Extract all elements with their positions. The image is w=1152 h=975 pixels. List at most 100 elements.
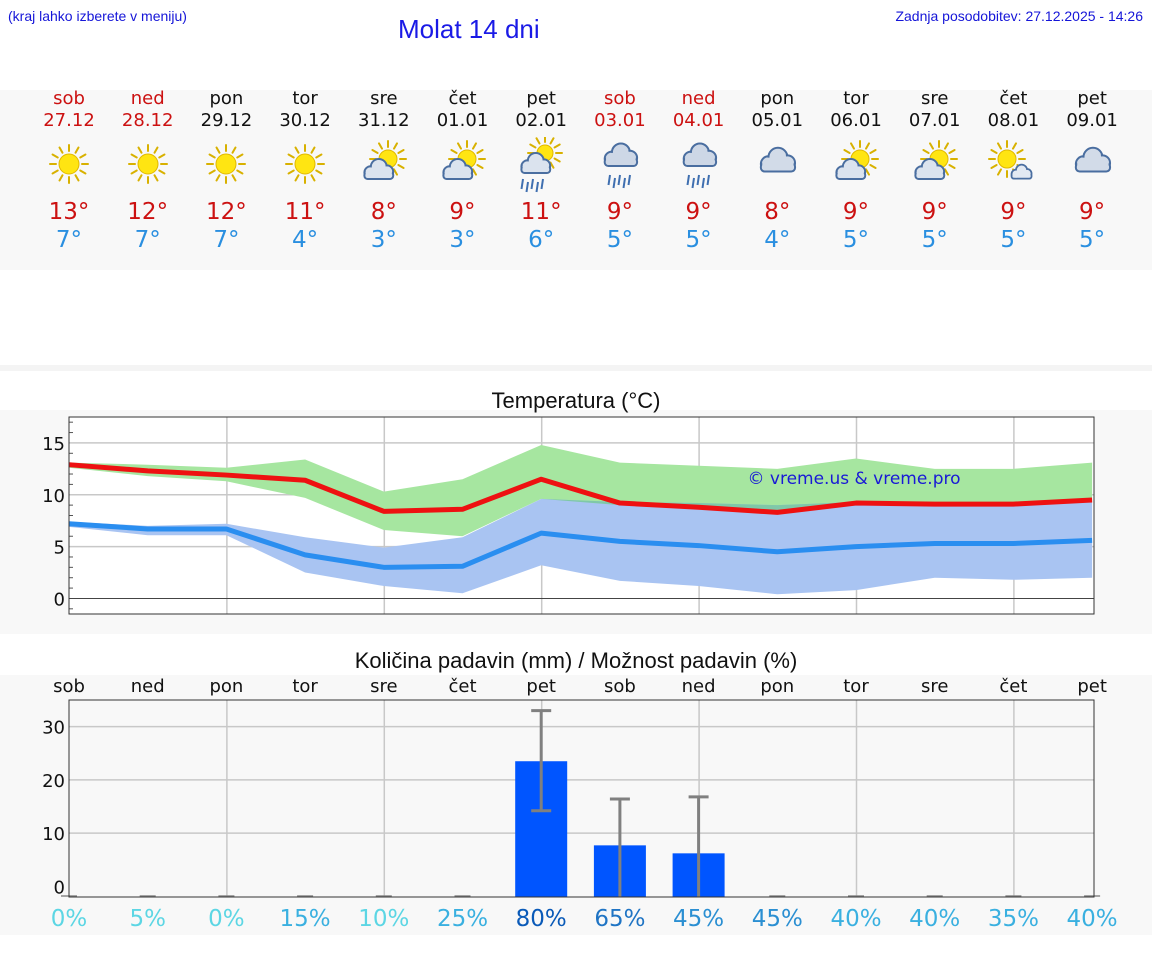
day-name: ned <box>681 88 716 109</box>
sun-icon <box>108 132 188 198</box>
y-tick-label: 15 <box>42 434 65 455</box>
temp-max: 9° <box>842 199 870 225</box>
x-day-label: pon <box>209 676 243 697</box>
y-tick-label: 30 <box>42 718 65 739</box>
temp-max: 9° <box>1000 199 1027 225</box>
day-date: 02.01 <box>515 110 567 131</box>
partly-cloudy-icon <box>363 140 407 180</box>
min-temp-band <box>69 498 1093 595</box>
partly-cloudy-icon <box>914 140 958 180</box>
sun-cloud-rain-icon <box>501 132 581 198</box>
temp-plot-border <box>68 416 1095 615</box>
precip-probability: 40% <box>1067 906 1118 932</box>
temp-min: 5° <box>1000 227 1027 253</box>
cloud-rain-icon <box>659 132 739 198</box>
temp-max: 11° <box>520 199 562 225</box>
day-column: sre 07.01 9° 5° <box>895 88 975 254</box>
partly-cloudy-icon <box>344 132 424 198</box>
error-bar <box>531 709 552 813</box>
precip-probability: 5% <box>129 906 166 932</box>
temp-max: 9° <box>1079 199 1106 225</box>
day-column: tor 30.12 11° 4° <box>265 88 345 254</box>
precip-chart-title: Količina padavin (mm) / Možnost padavin … <box>354 648 798 673</box>
cloud-rain-icon <box>603 142 638 189</box>
precip-probability: 35% <box>988 906 1039 932</box>
temp-max: 9° <box>685 199 712 225</box>
temp-max: 9° <box>449 199 476 225</box>
temp-min: 5° <box>1079 227 1106 253</box>
x-day-label: čet <box>448 676 476 697</box>
cloud-rain-icon <box>580 132 660 198</box>
temp-max: 13° <box>48 199 90 225</box>
day-date: 03.01 <box>594 110 646 131</box>
precip-probability: 45% <box>752 906 803 932</box>
x-day-label: ned <box>131 676 165 697</box>
y-tick-label: 5 <box>54 538 65 559</box>
y-tick-label: 10 <box>42 824 65 845</box>
precip-probability: 0% <box>51 906 88 932</box>
sun-icon <box>29 132 109 198</box>
sun-icon <box>49 144 89 184</box>
day-name: sob <box>53 88 85 109</box>
day-name: pon <box>209 88 244 109</box>
sun-cloud-rain-icon <box>520 137 564 193</box>
sun-icon <box>127 144 168 184</box>
day-date: 05.01 <box>751 110 804 131</box>
x-day-label: sre <box>921 676 948 697</box>
partly-cloudy-icon <box>423 132 503 198</box>
temp-max: 9° <box>606 199 633 225</box>
day-name: sre <box>370 88 398 109</box>
forecast-band <box>0 90 1152 270</box>
temp-max: 12° <box>206 199 247 225</box>
last-updated: Zadnja posodobitev: 27.12.2025 - 14:26 <box>895 8 1143 24</box>
day-name: sre <box>920 88 949 109</box>
precip-plot-area <box>69 700 1094 897</box>
temp-max: 12° <box>127 199 169 225</box>
day-name: tor <box>843 88 869 109</box>
x-day-label: sob <box>53 676 85 697</box>
partly-cloudy-icon <box>816 132 896 198</box>
y-tick-label: 10 <box>42 486 65 507</box>
temp-max: 9° <box>921 199 948 225</box>
x-day-label: ned <box>682 676 716 697</box>
temp-min: 7° <box>134 227 161 253</box>
precip-probability: 25% <box>437 906 488 932</box>
day-date: 29.12 <box>200 110 253 131</box>
temp-max: 8° <box>370 199 397 225</box>
x-day-label: čet <box>999 676 1027 697</box>
temp-min: 4° <box>292 227 319 253</box>
precip-probability: 10% <box>358 906 409 932</box>
temp-min: 5° <box>606 227 633 253</box>
error-bar <box>688 795 709 897</box>
y-tick-label: 0 <box>54 589 65 610</box>
day-date: 08.01 <box>987 110 1040 131</box>
day-date: 04.01 <box>672 110 725 131</box>
temp-min: 4° <box>764 227 791 253</box>
cloudy-icon <box>1052 132 1132 198</box>
y-tick-label: 20 <box>42 771 65 792</box>
partly-cloudy-icon <box>835 140 879 180</box>
day-date: 27.12 <box>43 110 95 131</box>
divider <box>0 365 1152 371</box>
x-day-label: pon <box>760 676 794 697</box>
day-name: čet <box>999 88 1028 109</box>
x-day-label: sob <box>604 676 636 697</box>
day-column: sob 03.01 9° 5° <box>580 88 660 254</box>
x-day-label: tor <box>292 676 318 697</box>
precip-plot-border <box>68 699 1095 898</box>
temp-chart-title: Temperatura (°C) <box>491 388 661 413</box>
day-name: pet <box>1077 88 1107 109</box>
partly-cloudy-icon <box>441 140 486 180</box>
day-name: tor <box>292 88 318 109</box>
day-name: ned <box>130 88 165 109</box>
day-column: sre 31.12 8° 3° <box>344 88 424 254</box>
cloud-rain-icon <box>682 142 717 189</box>
location-hint: (kraj lahko izberete v meniju) <box>8 8 187 24</box>
sun-icon <box>265 132 345 198</box>
temp-min: 5° <box>921 227 948 253</box>
temp-min: 7° <box>213 227 240 253</box>
precip-probability: 40% <box>830 906 881 932</box>
day-date: 09.01 <box>1066 110 1118 131</box>
precip-probability: 0% <box>208 906 245 932</box>
